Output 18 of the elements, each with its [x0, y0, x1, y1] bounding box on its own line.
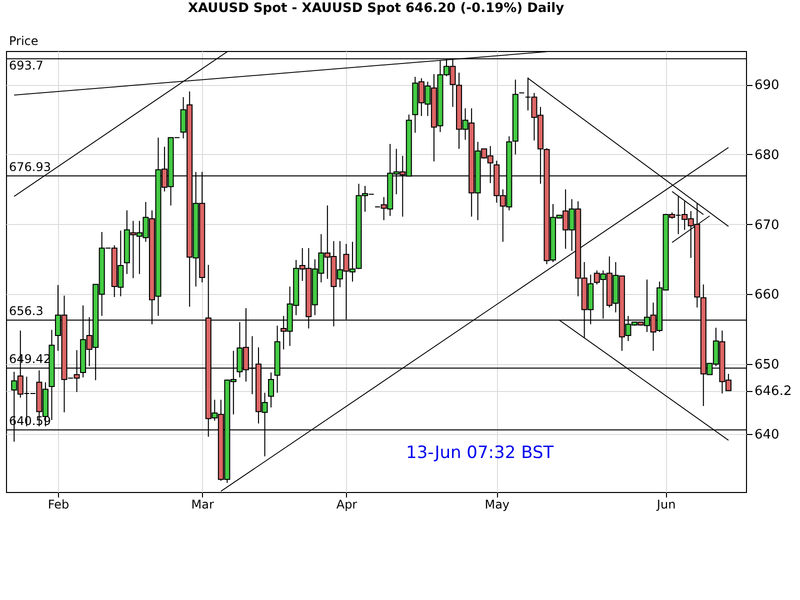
ref-line-label: 693.7	[9, 58, 44, 73]
x-tick-label: Jun	[656, 498, 676, 512]
ref-line-label: 676.93	[9, 160, 51, 174]
x-tick-label: Feb	[48, 498, 70, 512]
y-tick-label: 660	[754, 288, 780, 303]
ref-line-label: 656.3	[9, 304, 44, 318]
annotation: 13-Jun 07:32 BST	[406, 443, 554, 463]
x-tick-label: May	[484, 498, 510, 512]
x-tick-label: Apr	[336, 498, 358, 512]
y-tick-label: 640	[754, 427, 780, 442]
y-axis-title: Price	[9, 34, 38, 48]
chart-title: XAUUSD Spot - XAUUSD Spot 646.20 (-0.19%) Daily	[188, 1, 565, 16]
y-tick-label: 680	[754, 148, 780, 163]
y-tick-label: 650	[754, 358, 780, 373]
x-tick-label: Mar	[191, 498, 214, 512]
y-tick-label: 670	[754, 218, 780, 233]
y-tick-label: 646.2	[754, 384, 792, 400]
y-tick-label: 690	[754, 78, 780, 94]
